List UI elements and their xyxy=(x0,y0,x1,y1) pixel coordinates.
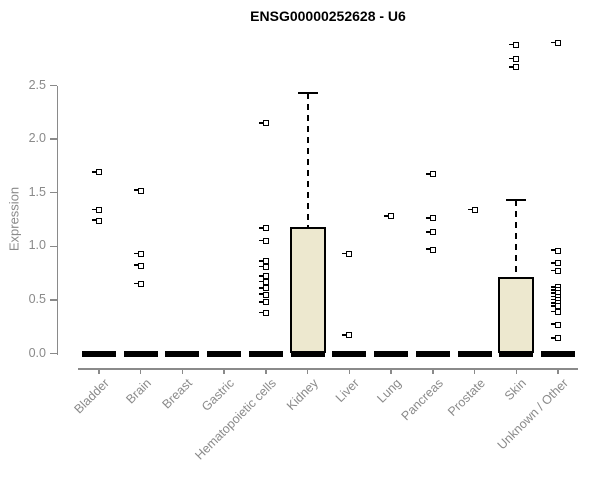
median-bar xyxy=(415,350,450,357)
outlier-point xyxy=(92,206,102,213)
x-tick xyxy=(265,368,267,374)
outlier-point xyxy=(551,39,562,46)
outlier-point xyxy=(258,291,269,298)
x-tick xyxy=(181,368,184,374)
outlier-point xyxy=(133,262,144,269)
y-tick xyxy=(50,84,57,87)
y-tick-label: 1.5 xyxy=(28,184,46,199)
x-tick xyxy=(223,368,225,374)
x-tick xyxy=(432,368,434,374)
outlier-point xyxy=(384,213,395,220)
y-tick-label: 2.5 xyxy=(28,77,46,92)
outlier-point xyxy=(92,169,102,176)
outlier-point xyxy=(467,206,478,213)
outlier-point xyxy=(342,332,353,339)
x-tick xyxy=(515,368,518,374)
y-tick-label: 1.0 xyxy=(28,238,46,253)
outlier-point xyxy=(551,335,562,342)
median-bar xyxy=(499,350,534,357)
x-tick xyxy=(139,368,142,374)
outlier-point xyxy=(342,250,353,257)
box xyxy=(289,227,326,354)
outlier-point xyxy=(258,278,269,285)
x-tick xyxy=(390,368,392,374)
outlier-point xyxy=(551,308,562,315)
outlier-point xyxy=(551,260,562,267)
outlier-point xyxy=(258,237,269,244)
outlier-point xyxy=(509,64,520,71)
y-tick xyxy=(50,245,57,248)
y-tick xyxy=(50,191,57,194)
median-bar xyxy=(165,350,200,357)
outlier-point xyxy=(133,187,144,194)
outlier-point xyxy=(425,215,436,222)
whisker-line xyxy=(306,93,309,227)
outlier-point xyxy=(551,247,562,254)
y-axis-line xyxy=(56,85,58,355)
y-tick-label: 0.5 xyxy=(28,291,46,306)
outlier-point xyxy=(425,246,436,253)
x-axis-line xyxy=(78,368,578,370)
y-tick-label: 2.0 xyxy=(28,131,46,146)
outlier-point xyxy=(509,55,520,62)
x-tick xyxy=(306,368,309,374)
outlier-point xyxy=(92,217,102,224)
median-bar xyxy=(332,350,367,357)
y-tick xyxy=(50,299,57,301)
outlier-point xyxy=(551,267,562,274)
x-tick xyxy=(557,368,559,374)
box xyxy=(498,277,535,354)
outlier-point xyxy=(258,285,269,292)
outlier-point xyxy=(258,225,269,232)
median-bar xyxy=(207,350,242,357)
median-bar xyxy=(290,350,325,357)
median-bar xyxy=(541,350,576,357)
x-tick-label: Unknown / Other xyxy=(494,376,571,453)
outlier-point xyxy=(425,171,436,178)
outlier-point xyxy=(133,280,144,287)
outlier-point xyxy=(425,229,436,236)
y-tick xyxy=(50,138,57,140)
outlier-point xyxy=(509,41,520,48)
x-tick xyxy=(98,368,100,374)
median-bar xyxy=(123,350,158,357)
x-tick xyxy=(473,368,476,374)
median-bar xyxy=(374,350,409,357)
whisker-cap xyxy=(506,199,527,202)
y-tick-label: 0.0 xyxy=(28,345,46,360)
median-bar xyxy=(248,350,283,357)
median-bar xyxy=(82,350,116,357)
outlier-point xyxy=(133,250,144,257)
whisker-line xyxy=(515,200,518,278)
y-tick xyxy=(50,352,57,355)
whisker-cap xyxy=(297,91,318,95)
outlier-point xyxy=(258,120,269,127)
x-tick xyxy=(348,368,351,374)
outlier-point xyxy=(258,263,269,270)
outlier-point xyxy=(258,299,269,306)
outlier-point xyxy=(258,309,269,316)
outlier-point xyxy=(551,321,562,328)
chart-title: ENSG00000252628 - U6 xyxy=(250,8,406,24)
median-bar xyxy=(457,350,492,357)
